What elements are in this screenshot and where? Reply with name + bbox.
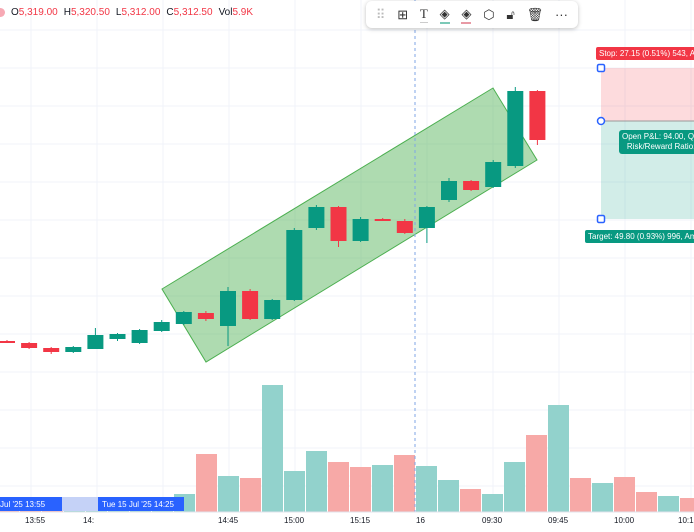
volume-bar: [262, 385, 283, 512]
time-label: 15:15: [350, 516, 371, 525]
candle-body: [286, 230, 303, 300]
volume-bar: [614, 477, 635, 512]
ohlc-legend: O5,319.00 H5,320.50 L5,312.00 C5,312.50 …: [0, 7, 253, 18]
candle-body: [175, 312, 192, 324]
candle-body: [65, 347, 82, 352]
low-label: L: [115, 7, 122, 18]
candle-body: [43, 348, 60, 352]
cursor-time-tag: Tue 15 Jul '25 14:25: [98, 497, 184, 511]
open-pnl-text: Open P&L: 94.00, Qty: [622, 132, 694, 141]
position-handle: [596, 214, 606, 224]
volume-bar: [592, 483, 613, 512]
candle-body: [529, 91, 546, 140]
volume-bar: [504, 462, 525, 512]
volume-bar: [570, 478, 591, 512]
candle-body: [131, 330, 148, 343]
volume-bar: [438, 480, 459, 512]
stop-label: Stop: 27.15 (0.51%) 543, Am: [596, 47, 694, 60]
time-label: 13:55: [25, 516, 46, 525]
candle-body: [330, 207, 347, 241]
drag-handle-icon[interactable]: ⠿: [375, 6, 386, 22]
candle-body: [21, 343, 38, 348]
volume-bar: [658, 496, 679, 512]
volume-bar: [350, 467, 371, 512]
time-label: 10:1: [678, 516, 694, 525]
volume-bar: [328, 462, 349, 512]
volume-bar: [306, 451, 327, 512]
unlock-icon[interactable]: 🔓︎: [506, 6, 515, 22]
entry-handle: [596, 116, 606, 126]
high-label: H: [63, 7, 71, 18]
candle-body: [220, 291, 236, 326]
volume-bar: [218, 476, 239, 512]
target-label: Target: 49.80 (0.93%) 996, Amo: [585, 230, 694, 243]
time-label: 15:00: [284, 516, 305, 525]
candle-body: [109, 334, 126, 339]
drawing-toolbar: ⠿ ⊞ T ◈ ◈ ⬡ 🔓︎ 🗑︎ ···: [366, 1, 578, 28]
high-value: 5,320.50: [70, 7, 110, 18]
close-label: C: [166, 7, 174, 18]
candle-body: [242, 291, 259, 319]
candle-body: [374, 219, 391, 221]
fill-color-icon[interactable]: ◈: [439, 6, 450, 24]
symbol-dot-icon: [0, 8, 5, 17]
candle-body: [507, 91, 524, 166]
volume-bar: [372, 465, 393, 512]
candle-body: [463, 181, 480, 190]
time-label: 14:: [83, 516, 95, 525]
candle-body: [396, 221, 413, 233]
open-label: O: [11, 7, 19, 18]
candle-body: [87, 335, 104, 349]
candle-body: [0, 341, 15, 343]
candle-body: [418, 207, 435, 228]
range-start-tag: Jul '25 13:55: [0, 497, 62, 511]
time-label: 16: [416, 516, 425, 525]
volume-bar: [482, 494, 503, 512]
position-handle: [596, 63, 606, 73]
volume-bar: [548, 405, 569, 512]
time-label: 09:45: [548, 516, 569, 525]
close-value: 5,312.50: [173, 7, 213, 18]
volume-bar: [460, 489, 481, 512]
volume-bar: [680, 498, 694, 512]
range-selection: [62, 497, 98, 511]
volume-bar: [394, 455, 415, 512]
time-label: 09:30: [482, 516, 503, 525]
pnl-label: Open P&L: 94.00, Qty Risk/Reward Ratio:: [619, 130, 694, 154]
candle-body: [441, 181, 457, 200]
candle-body: [197, 313, 214, 319]
border-color-icon[interactable]: ◈: [461, 6, 472, 24]
trash-icon[interactable]: 🗑︎: [526, 6, 544, 22]
volume-label: Vol: [218, 7, 233, 18]
volume-bar: [526, 435, 547, 512]
volume-bar: [636, 492, 657, 512]
settings-icon[interactable]: ⬡: [483, 6, 495, 22]
templates-icon[interactable]: ⊞: [397, 6, 409, 22]
time-label: 10:00: [614, 516, 635, 525]
candle-body: [308, 207, 325, 228]
candle-body: [352, 219, 369, 241]
time-label: 14:45: [218, 516, 239, 525]
risk-reward-text: Risk/Reward Ratio:: [626, 142, 694, 151]
parallel-channel: [161, 87, 538, 363]
candle-body: [153, 322, 170, 331]
text-icon[interactable]: T: [419, 6, 428, 23]
open-value: 5,319.00: [18, 7, 58, 18]
volume-bar: [240, 478, 261, 512]
volume-bar: [284, 471, 305, 512]
low-value: 5,312.00: [121, 7, 161, 18]
candle-body: [264, 300, 281, 319]
candle-body: [485, 162, 502, 187]
stop-zone: [601, 68, 694, 121]
more-icon[interactable]: ···: [554, 7, 568, 22]
volume-bar: [196, 454, 217, 512]
volume-bar: [416, 466, 437, 512]
volume-value: 5.9K: [232, 7, 254, 18]
